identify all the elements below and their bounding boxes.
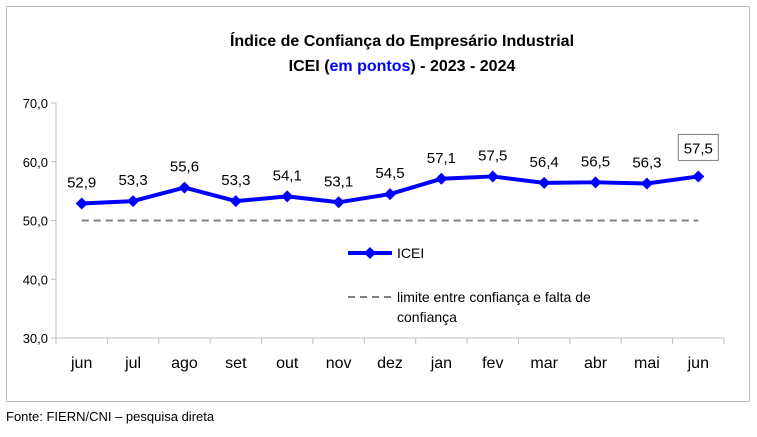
data-label: 53,3 [118,172,147,189]
x-axis-ticks: jun jul ago set out nov dez jan fev mar abr mai jun [55,338,725,372]
data-point-marker [75,197,88,210]
data-point-marker [229,195,242,208]
legend-reference-label-2: confiança [397,309,457,325]
data-label: 57,5 [478,147,507,164]
data-label: 53,1 [324,173,353,190]
data-label: 53,3 [221,172,250,189]
y-tick-label: 30,0 [23,331,48,346]
x-tick-label: abr [584,355,608,372]
y-tick-label: 50,0 [23,214,48,229]
data-label: 56,4 [530,154,559,171]
source-note: Fonte: FIERN/CNI – pesquisa direta [6,409,215,424]
legend: ICEI limite entre confiança e falta de c… [348,245,591,325]
x-tick-label: jun [70,355,92,372]
data-point-marker [127,195,140,208]
data-point-marker [589,176,602,189]
legend-icei-marker [364,247,376,259]
data-label: 55,6 [170,159,199,176]
x-tick-label: jun [687,355,709,372]
x-tick-label: jul [124,355,141,372]
x-tick-label: ago [171,355,198,372]
data-point-marker [435,172,448,185]
data-label-box [677,133,719,161]
data-label: 54,1 [273,167,302,184]
data-point-marker [692,170,705,183]
y-tick-label: 70,0 [23,96,48,111]
data-point-marker [384,188,396,201]
data-point-marker [486,170,499,183]
legend-reference-label-1: limite entre confiança e falta de [397,289,591,305]
legend-icei-label: ICEI [397,245,424,261]
data-point-marker [332,196,345,209]
x-tick-label: out [276,355,299,372]
chart-title-line2: ICEI (em pontos) - 2023 - 2024 [289,58,516,75]
data-label: 57,1 [427,150,456,167]
data-point-marker [178,181,191,194]
data-point-marker [640,177,653,190]
data-label: 56,3 [632,154,661,171]
data-point-marker [538,176,551,189]
chart-title-prefix: ICEI ( [289,58,331,75]
x-tick-label: mai [634,355,660,372]
data-label: 57,5 [684,140,713,157]
data-label: 56,5 [581,153,610,170]
x-tick-label: nov [326,355,352,372]
chart-title-line1: Índice de Confiança do Empresário Indust… [230,31,574,50]
x-tick-label: dez [377,355,403,372]
x-tick-label: fev [482,355,503,372]
y-tick-label: 40,0 [23,272,48,287]
x-tick-label: mar [530,355,558,372]
x-tick-label: jan [430,355,452,372]
chart-title-highlight: em pontos [330,58,411,75]
series-markers [75,170,705,210]
y-axis-ticks: 70,0 60,0 50,0 40,0 30,0 [23,96,56,346]
y-tick-label: 60,0 [23,155,48,170]
data-label: 52,9 [67,174,96,191]
x-tick-label: set [225,355,247,372]
chart-title-suffix: ) - 2023 - 2024 [410,58,515,75]
data-label: 54,5 [375,165,404,182]
data-point-marker [281,190,294,203]
data-labels: 52,9 53,3 55,6 53,3 54,1 53,1 54,5 57,1 57,5 56,4… [67,133,719,191]
